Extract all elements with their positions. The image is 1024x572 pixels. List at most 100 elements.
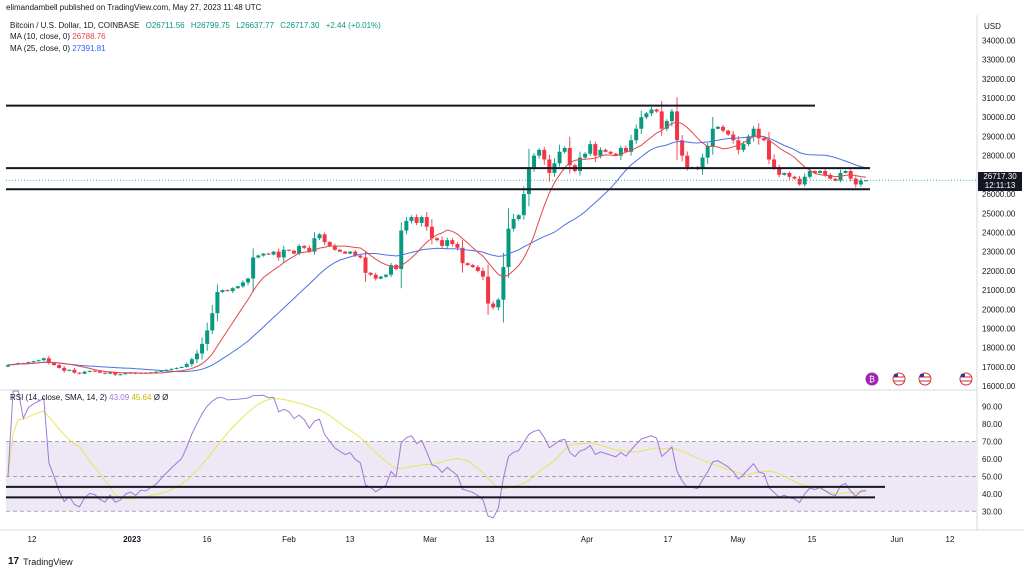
candle	[680, 135, 685, 162]
candle-body	[649, 109, 654, 114]
rsi-legend[interactable]: RSI (14, close, SMA, 14, 2) 43.09 45.64 …	[10, 393, 168, 402]
candle-body	[833, 178, 838, 181]
candle	[256, 254, 261, 259]
candle-body	[414, 217, 419, 223]
candle-body	[675, 111, 680, 141]
candle	[644, 112, 649, 120]
candle-body	[82, 371, 87, 374]
last-price: 26717.30	[983, 172, 1017, 181]
us-flag-icon[interactable]	[918, 372, 932, 386]
candle	[618, 145, 623, 160]
candle-body	[629, 140, 634, 152]
candle	[828, 173, 833, 180]
crypto-event-icon[interactable]: ₿	[865, 372, 879, 386]
candle-body	[567, 147, 572, 166]
candle-body	[700, 157, 705, 170]
candle	[511, 213, 516, 232]
candle-body	[358, 255, 363, 258]
brand[interactable]: 17 TradingView	[8, 556, 73, 567]
candle	[261, 253, 266, 257]
candle	[470, 263, 475, 268]
candle-body	[450, 240, 455, 244]
candle	[200, 337, 205, 360]
candle	[348, 250, 353, 255]
time-tick-label: 2023	[123, 535, 141, 544]
candle	[501, 252, 506, 323]
rsi-sma-value: 45.64	[131, 393, 152, 402]
candle	[623, 145, 628, 153]
candle	[756, 123, 761, 145]
candle-body	[445, 240, 450, 246]
candle	[424, 212, 429, 232]
candle	[445, 237, 450, 250]
candle	[230, 287, 235, 294]
candle	[435, 237, 439, 242]
candle	[787, 171, 792, 180]
candle	[240, 280, 245, 288]
candle	[41, 357, 46, 361]
candle-body	[307, 247, 312, 252]
candle-body	[368, 272, 373, 275]
candle	[363, 250, 368, 282]
candle	[675, 97, 680, 160]
ma10-legend[interactable]: MA (10, close, 0) 26788.76	[10, 32, 106, 41]
candle-body	[726, 130, 731, 135]
candle-body	[828, 174, 833, 179]
candle	[281, 245, 286, 263]
candle	[460, 239, 465, 273]
candle-body	[266, 253, 271, 255]
candle	[220, 289, 225, 293]
candle	[843, 170, 848, 174]
high-value: H26799.75	[190, 21, 230, 30]
price-tick-label: 18000.00	[982, 344, 1016, 353]
candle	[603, 148, 608, 153]
event-markers: ₿	[865, 372, 973, 386]
candle	[87, 370, 92, 373]
candle-body	[118, 374, 123, 376]
ma25-legend[interactable]: MA (25, close, 0) 27391.81	[10, 44, 106, 53]
candle-body	[389, 265, 394, 275]
candle-body	[639, 117, 644, 129]
candle	[715, 126, 720, 130]
us-flag-icon[interactable]	[959, 372, 973, 386]
candle-body	[424, 217, 429, 227]
candle	[358, 255, 363, 259]
candle-body	[578, 157, 582, 171]
candle-body	[97, 371, 102, 373]
candle-body	[588, 144, 593, 154]
candle	[440, 236, 445, 249]
candle-body	[108, 372, 113, 374]
candle	[389, 262, 394, 277]
candle	[179, 366, 184, 369]
candle-body	[337, 249, 342, 252]
candle-body	[807, 171, 812, 177]
candle-body	[256, 255, 261, 258]
symbol-name[interactable]: Bitcoin / U.S. Dollar, 1D, COINBASE	[10, 21, 140, 30]
candle-body	[761, 138, 766, 141]
candle-body	[276, 251, 281, 258]
candle-body	[51, 363, 56, 366]
candle	[491, 301, 496, 310]
candle	[710, 116, 715, 155]
event-glyph: ₿	[869, 375, 875, 384]
candle-body	[705, 146, 710, 158]
candle	[169, 368, 174, 371]
candle-body	[537, 149, 542, 156]
candle-body	[823, 171, 828, 175]
candle	[409, 215, 414, 224]
candle-body	[654, 109, 659, 112]
candle-body	[521, 194, 526, 216]
candle	[322, 232, 327, 245]
candle-body	[373, 274, 378, 279]
candle-body	[603, 149, 608, 152]
time-tick-label: May	[730, 535, 745, 544]
last-price-tag: 26717.30 12:11:13	[978, 172, 1022, 191]
candle	[378, 276, 383, 280]
candle	[62, 365, 67, 373]
us-flag-icon[interactable]	[892, 372, 906, 386]
candle	[118, 373, 123, 376]
candle	[429, 219, 434, 245]
candle-body	[756, 128, 761, 139]
ma25-label: MA (25, close, 0)	[10, 44, 71, 53]
